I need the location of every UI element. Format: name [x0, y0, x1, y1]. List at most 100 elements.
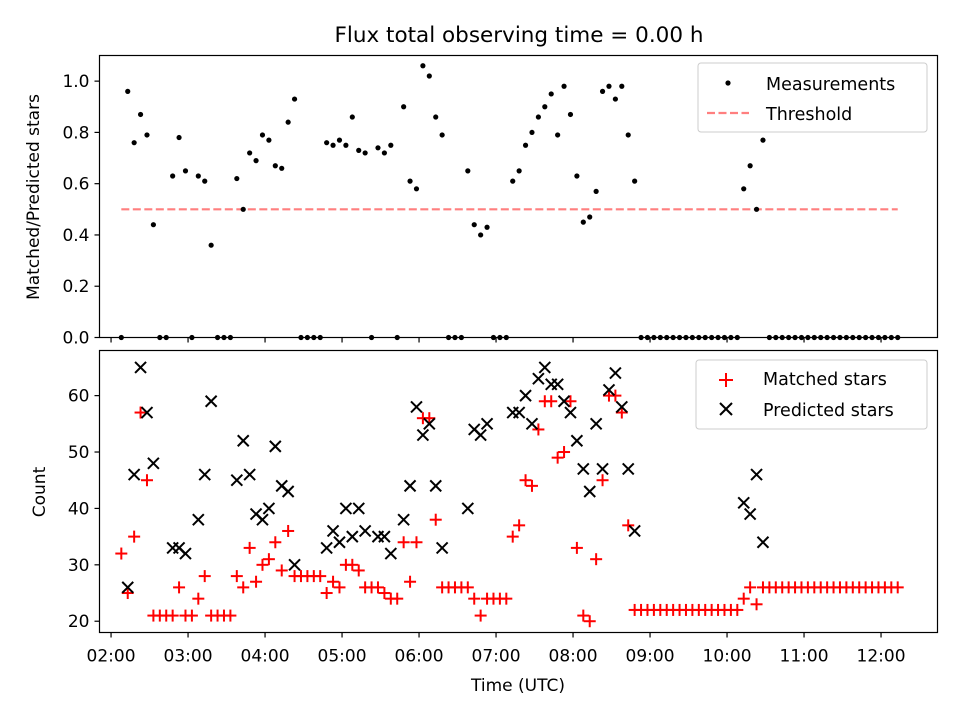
measurement-point	[580, 219, 586, 225]
measurement-point	[298, 334, 304, 341]
ratio-y-tick-label: 0.6	[62, 175, 89, 195]
matched-star-point	[519, 474, 532, 487]
predicted-star-point	[269, 440, 282, 453]
measurement-point	[157, 334, 163, 341]
measurement-point	[638, 334, 644, 341]
predicted-star-point	[198, 468, 211, 481]
measurement-point	[227, 334, 233, 341]
measurement-point	[433, 114, 439, 120]
predicted-star-point	[140, 406, 154, 419]
predicted-star-point	[557, 395, 571, 408]
measurement-point	[266, 137, 272, 143]
legend-marker-predicted-stars	[719, 402, 733, 416]
measurement-point	[118, 334, 124, 341]
measurement-point	[850, 334, 856, 341]
matched-star-point	[333, 581, 346, 594]
measurement-point	[368, 334, 375, 341]
measurement-point	[535, 114, 541, 120]
legend-marker-matched-stars	[719, 373, 733, 387]
count-y-tick-label: 50	[68, 443, 90, 463]
legend-label-threshold: Threshold	[765, 105, 852, 125]
measurement-point	[856, 334, 862, 341]
measurement-point	[259, 132, 266, 138]
measurement-point	[176, 134, 182, 141]
measurement-point	[734, 334, 740, 341]
measurement-point	[253, 158, 259, 164]
measurement-point	[189, 334, 195, 341]
measurement-point	[548, 91, 554, 97]
matched-star-point	[391, 592, 404, 605]
count-marks	[115, 361, 904, 628]
predicted-star-point	[416, 428, 430, 442]
measurement-point	[144, 132, 150, 138]
predicted-star-point	[564, 406, 577, 419]
ratio-marks	[118, 63, 901, 341]
predicted-star-point	[384, 547, 398, 560]
count-x-tick-label: 04:00	[241, 647, 290, 667]
measurement-point	[676, 334, 683, 341]
measurement-point	[497, 334, 503, 341]
measurement-point	[131, 140, 137, 146]
measurement-point	[510, 178, 516, 184]
predicted-star-point	[474, 428, 487, 442]
measurement-point	[863, 334, 869, 341]
matched-star-point	[346, 558, 359, 571]
measurement-point	[875, 334, 882, 341]
count-x-tick-label: 02:00	[87, 647, 136, 667]
measurement-point	[137, 111, 144, 118]
measurement-point	[529, 129, 535, 136]
matched-star-point	[532, 423, 545, 436]
measurement-point	[651, 334, 657, 341]
measurement-point	[240, 206, 246, 212]
ratio-y-tick-label: 0.4	[62, 226, 89, 246]
predicted-star-point	[577, 462, 590, 476]
legend-label-predicted-stars: Predicted stars	[763, 401, 894, 421]
measurement-point	[792, 334, 798, 341]
measurement-point	[452, 334, 458, 341]
measurement-point	[413, 186, 420, 192]
measurement-point	[420, 63, 426, 69]
predicted-star-point	[403, 479, 417, 493]
count-panel: 20 30 40 50 60 02:00 03:00 04:00 05:00 06:00 07:0…	[30, 349, 939, 696]
predicted-star-point	[525, 417, 539, 431]
ratio-y-ticks: 0.0 0.2 0.4 0.6 0.8 1.0	[62, 72, 100, 349]
measurement-point	[503, 334, 509, 341]
matched-star-point	[115, 547, 128, 560]
matched-star-point	[429, 513, 442, 526]
ratio-panel: 0.0 0.2 0.4 0.6 0.8 1.0 Matched/Predicted sta…	[24, 54, 939, 349]
predicted-star-point	[622, 462, 635, 476]
measurement-point	[824, 334, 830, 341]
measurement-point	[426, 73, 432, 79]
matched-star-point	[256, 558, 269, 571]
matched-star-point	[423, 412, 436, 425]
measurement-point	[715, 334, 721, 341]
measurement-point	[478, 232, 484, 238]
measurement-point	[484, 224, 490, 230]
matched-star-point	[615, 406, 628, 419]
predicted-star-point	[615, 400, 629, 414]
matched-star-point	[275, 564, 288, 577]
predicted-star-point	[378, 530, 391, 543]
measurement-point	[465, 168, 471, 174]
measurement-point	[599, 88, 606, 94]
count-panel-frame	[98, 349, 939, 634]
predicted-star-point	[288, 558, 301, 572]
ratio-y-tick-label: 0.8	[62, 123, 89, 143]
matched-star-point	[320, 587, 333, 600]
count-y-tick-label: 60	[68, 387, 90, 407]
measurement-point	[728, 334, 734, 341]
matched-star-point	[230, 570, 243, 583]
measurement-point	[214, 334, 221, 341]
predicted-star-point	[262, 502, 276, 515]
matched-star-point	[250, 575, 263, 588]
measurement-point	[721, 334, 728, 341]
measurement-point	[657, 334, 663, 341]
predicted-star-point	[243, 468, 256, 481]
predicted-star-point	[429, 479, 442, 493]
ratio-x-ticks	[110, 337, 882, 343]
measurement-point	[760, 137, 766, 143]
predicted-star-point	[352, 502, 365, 515]
measurement-point	[747, 163, 753, 169]
measurement-point	[279, 165, 285, 171]
matched-star-point	[166, 609, 179, 622]
